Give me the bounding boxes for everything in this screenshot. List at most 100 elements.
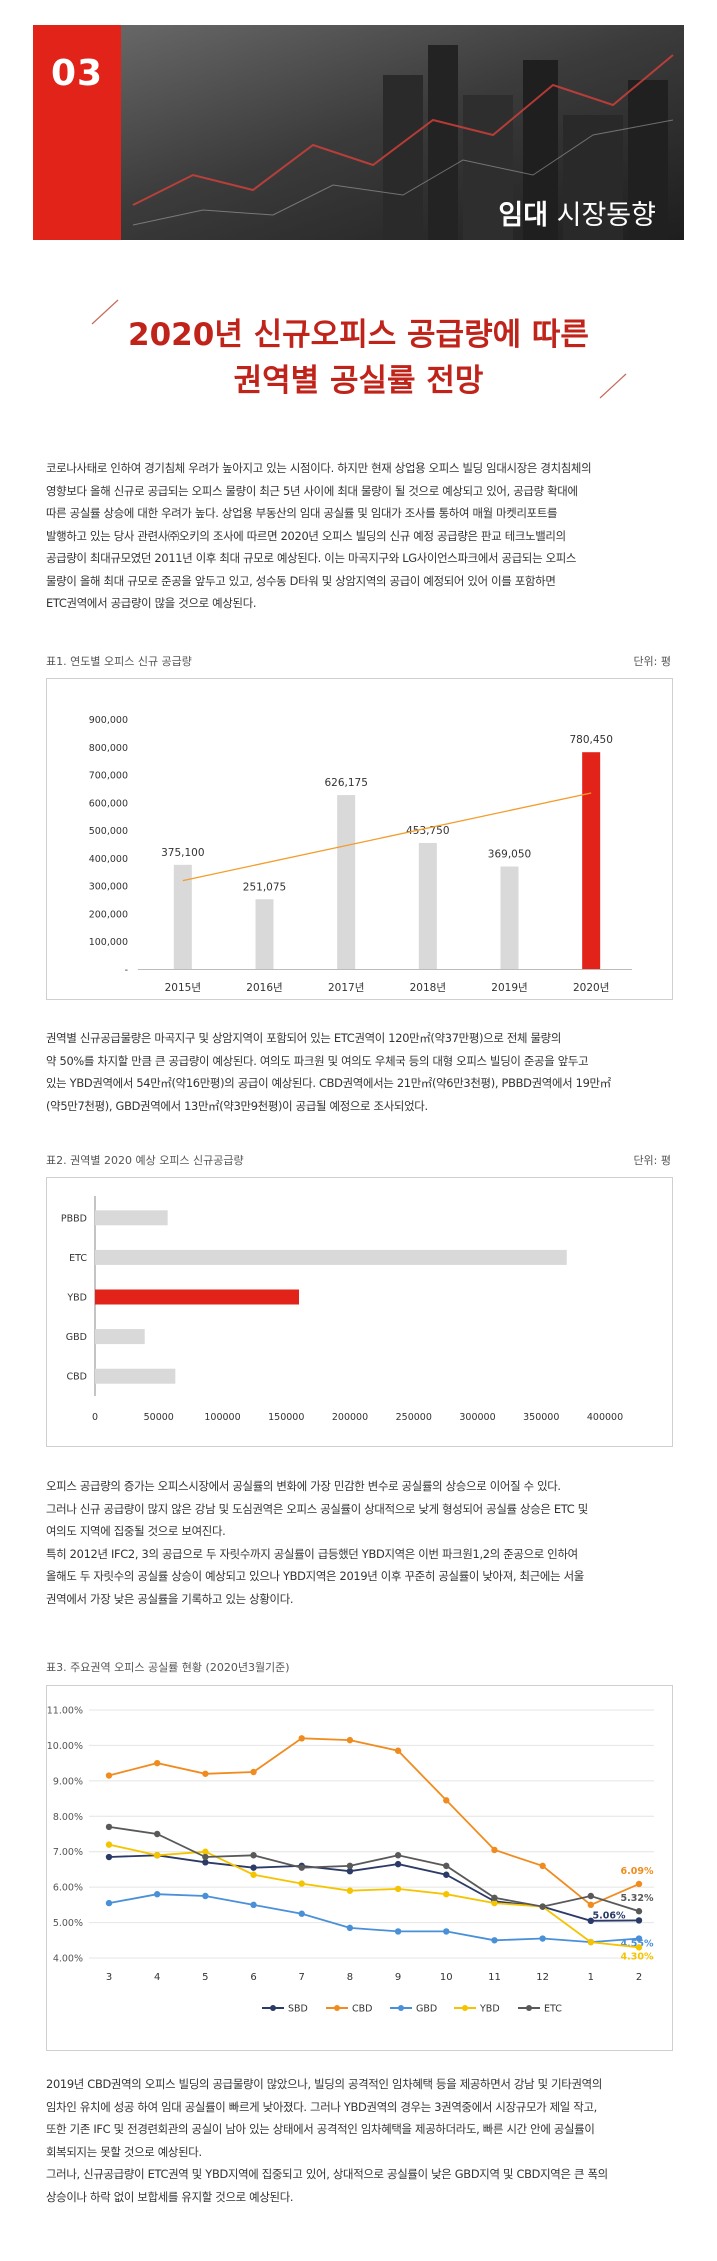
paragraph-line: 발행하고 있는 당사 관련사㈜오키의 조사에 따르면 2020년 오피스 빌딩의… — [46, 528, 566, 543]
data-point — [250, 1852, 257, 1859]
paragraph-line: 특히 2012년 IFC2, 3의 공급으로 두 자릿수까지 공실률이 급등했던… — [46, 1546, 578, 1561]
data-point — [394, 1747, 402, 1754]
data-point — [635, 1935, 643, 1942]
data-point — [105, 1772, 113, 1779]
headline-line-1: 2020년 신규오피스 공급량에 따른 — [128, 317, 589, 353]
header-banner: 03 임대 시장동향 — [33, 25, 684, 240]
y-tick-label: 9.00% — [53, 1776, 83, 1787]
table1-caption: 표1. 연도별 오피스 신규 공급량 — [46, 655, 192, 668]
data-point — [491, 1899, 498, 1907]
y-tick-label: 300,000 — [89, 882, 128, 893]
category-label: PBBD — [61, 1213, 87, 1224]
data-point — [298, 1864, 305, 1871]
legend-swatch-dot — [526, 2005, 532, 2011]
y-tick-label: 7.00% — [53, 1847, 83, 1858]
data-point — [635, 1944, 643, 1951]
bar-value-label: 375,100 — [161, 847, 204, 859]
data-point — [443, 1891, 450, 1898]
decorative-slash-right — [599, 373, 627, 399]
series-line — [108, 1737, 640, 1906]
data-point — [394, 1852, 402, 1859]
paragraph-line: 코로나사태로 인하여 경기침체 우려가 높아지고 있는 시점이다. 하지만 현재… — [46, 461, 592, 475]
data-point — [105, 1823, 113, 1831]
data-point — [587, 1892, 595, 1900]
article-headline: 2020년 신규오피스 공급량에 따른 권역별 공실률 전망 — [0, 312, 717, 404]
y-tick-label: 700,000 — [89, 771, 128, 782]
legend-label: YBD — [479, 2004, 500, 2015]
data-point — [250, 1768, 257, 1776]
paragraph-line: 권역에서 가장 낮은 공실률을 기록하고 있는 상황이다. — [46, 1591, 294, 1606]
data-point — [298, 1910, 305, 1917]
paragraph-vacancy-outlook: 오피스 공급량의 증가는 오피스시장에서 공실률의 변화에 가장 민감한 변수로… — [46, 1475, 671, 1610]
data-point — [491, 1846, 498, 1854]
y-tick-label: 400,000 — [89, 854, 128, 865]
bar — [95, 1329, 145, 1345]
x-tick-label: 100000 — [204, 1412, 240, 1423]
y-tick-label: 500,000 — [89, 826, 128, 837]
bar — [582, 752, 601, 969]
legend-label: CBD — [352, 2004, 372, 2015]
y-tick-label: 900,000 — [89, 715, 128, 726]
y-tick-label: 5.00% — [53, 1918, 83, 1929]
bar-value-label: 453,750 — [406, 825, 449, 837]
region-supply-bar-chart: PBBD ETC YBD GBD CBD 0 50000 100000 150000 200000… — [61, 1196, 623, 1423]
category-label: ETC — [69, 1253, 87, 1264]
series-line — [108, 1826, 640, 1913]
chart3-panel: 11.00% 10.00% 9.00% 8.00% 7.00% 6.00% 5.00% 4.0… — [46, 1685, 673, 2051]
paragraph-line: 또한 기존 IFC 및 전경련회관의 공실이 남아 있는 상태에서 공격적인 임… — [46, 2122, 595, 2136]
paragraph-line: ETC권역에서 공급량이 많을 것으로 예상된다. — [46, 596, 257, 610]
paragraph-line: 공급량이 최대규모였던 2011년 이후 최대 규모로 예상된다. 이는 마곡지… — [46, 551, 577, 565]
end-value-label: 4.30% — [621, 1951, 654, 1962]
legend-label: GBD — [416, 2004, 437, 2015]
x-tick-label: 2016년 — [246, 982, 282, 994]
paragraph-intro: 코로나사태로 인하여 경기침체 우려가 높아지고 있는 시점이다. 하지만 현재… — [46, 457, 671, 615]
x-tick-label: 7 — [299, 1972, 305, 1983]
table1-unit: 단위: 평 — [633, 655, 671, 668]
x-tick-label: 6 — [250, 1972, 256, 1983]
bar — [95, 1289, 299, 1305]
bar — [500, 866, 519, 969]
chart2-panel: PBBD ETC YBD GBD CBD 0 50000 100000 150000 200000… — [46, 1177, 673, 1447]
data-point — [539, 1935, 546, 1942]
paragraph-line: 따른 공실률 상승에 대한 우려가 높다. 상업용 부동산의 임대 공실률 및 … — [46, 506, 558, 520]
category-label: GBD — [66, 1332, 87, 1343]
data-point — [346, 1868, 354, 1875]
x-tick-label: 4 — [154, 1972, 160, 1983]
x-tick-label: 12 — [536, 1972, 549, 1983]
paragraph-line: 상승이나 하락 없이 보합세를 유지할 것으로 예상된다. — [46, 2189, 294, 2204]
data-point — [346, 1862, 354, 1870]
section-title-rest: 시장동향 — [548, 200, 656, 231]
y-tick-label: 200,000 — [89, 909, 128, 920]
data-point — [298, 1735, 305, 1742]
data-point — [443, 1871, 450, 1878]
x-tick-label: 10 — [440, 1972, 453, 1983]
y-tick-label: 800,000 — [89, 743, 128, 754]
data-point — [153, 1830, 161, 1838]
end-value-label: 5.06% — [593, 1910, 626, 1921]
legend-swatch-dot — [462, 2005, 468, 2011]
paragraph-region-supply: 권역별 신규공급물량은 마곡지구 및 상암지역이 포함되어 있는 ETC권역이 … — [46, 1027, 671, 1117]
data-point — [587, 1938, 595, 1946]
x-tick-label: 11 — [488, 1972, 501, 1983]
data-point — [105, 1899, 113, 1907]
x-tick-label: 2019년 — [491, 982, 527, 994]
table2-unit: 단위: 평 — [633, 1154, 671, 1167]
bar — [95, 1210, 168, 1226]
paragraph-line: 올해도 두 자릿수의 공실률 상승이 예상되고 있으나 YBD지역은 2019년… — [46, 1569, 584, 1583]
bar — [173, 864, 192, 969]
y-tick-label: - — [125, 965, 128, 976]
data-point — [250, 1901, 257, 1909]
table2-caption: 표2. 권역별 2020 예상 오피스 신규공급량 — [46, 1154, 244, 1167]
end-value-label: 6.09% — [621, 1866, 654, 1877]
y-tick-label: 4.00% — [53, 1954, 83, 1965]
banner-number-block — [33, 25, 121, 240]
vacancy-rate-line-chart: 11.00% 10.00% 9.00% 8.00% 7.00% 6.00% 5.00% 4.0… — [47, 1706, 654, 2015]
bar — [95, 1368, 176, 1384]
x-tick-label: 9 — [395, 1972, 401, 1983]
y-tick-label: 11.00% — [47, 1706, 83, 1717]
data-point — [202, 1859, 209, 1866]
data-point — [105, 1841, 113, 1848]
x-tick-label: 5 — [202, 1972, 208, 1983]
bar — [337, 795, 356, 969]
y-tick-label: 8.00% — [53, 1812, 83, 1823]
